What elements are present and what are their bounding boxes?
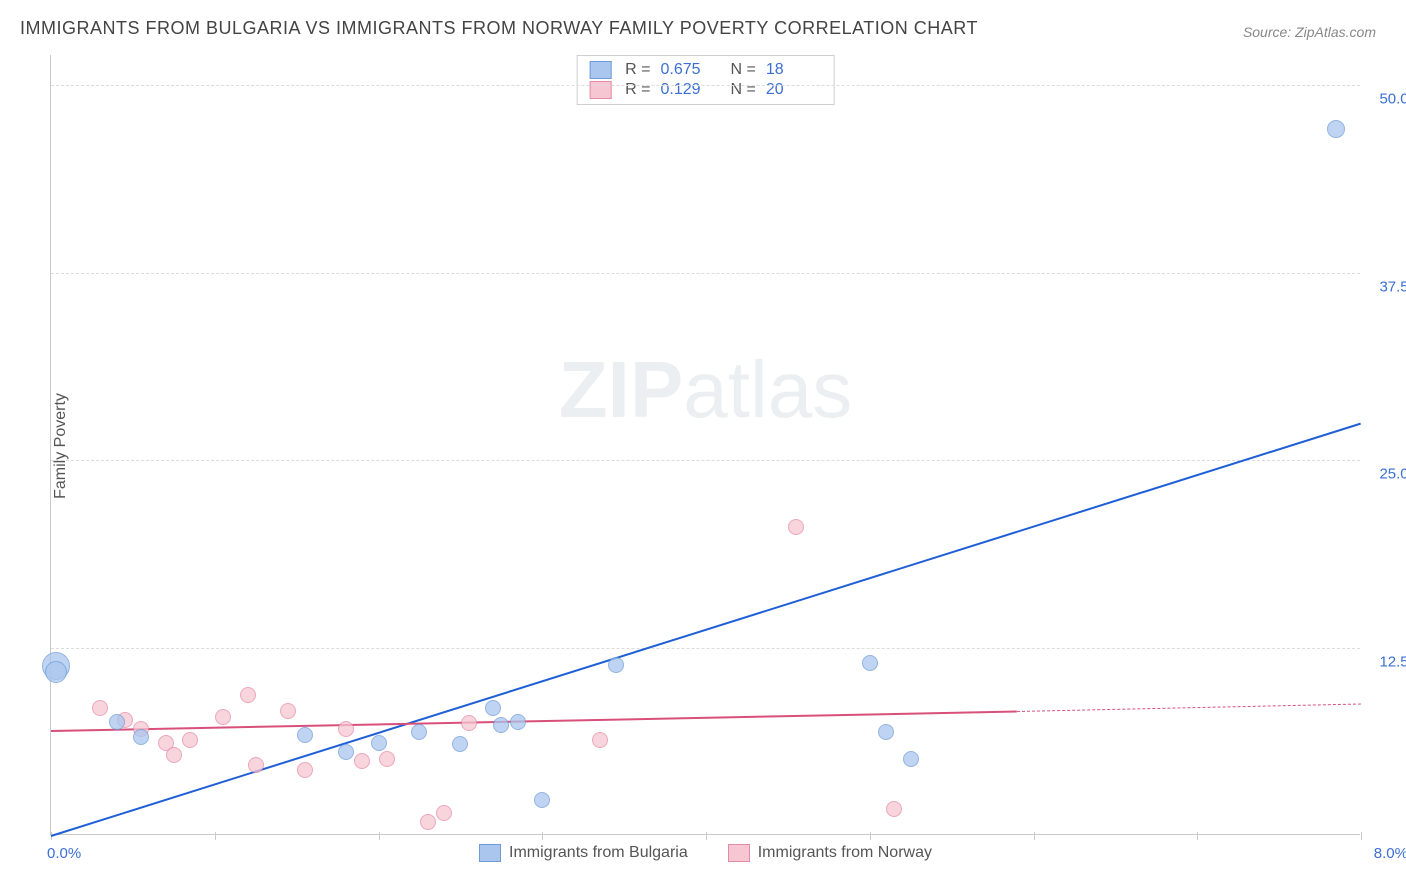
data-point (788, 519, 804, 535)
n-label-1: N = (731, 61, 756, 79)
data-point (371, 735, 387, 751)
y-tick-label: 25.0% (1379, 466, 1406, 483)
y-tick-label: 50.0% (1379, 91, 1406, 108)
data-point (1327, 120, 1345, 138)
watermark-bold: ZIP (559, 345, 683, 434)
source-value: ZipAtlas.com (1295, 24, 1376, 40)
legend-item-2: Immigrants from Norway (728, 844, 932, 862)
legend-swatch-1 (479, 844, 501, 862)
data-point (45, 661, 67, 683)
stats-legend: R = 0.675 N = 18 R = 0.129 N = 20 (576, 55, 835, 105)
y-tick-label: 12.5% (1379, 653, 1406, 670)
trend-line (51, 711, 1017, 732)
data-point (510, 714, 526, 730)
r-value-2: 0.129 (661, 81, 717, 99)
x-min-label: 0.0% (47, 845, 81, 862)
x-tick (215, 832, 216, 840)
gridline (51, 460, 1360, 461)
x-tick (542, 832, 543, 840)
swatch-series-2 (589, 81, 611, 99)
x-max-label: 8.0% (1374, 845, 1406, 862)
data-point (608, 657, 624, 673)
data-point (248, 757, 264, 773)
plot-area: ZIPatlas R = 0.675 N = 18 R = 0.129 N = … (50, 55, 1360, 835)
data-point (886, 801, 902, 817)
data-point (461, 715, 477, 731)
n-value-2: 20 (766, 81, 822, 99)
data-point (297, 727, 313, 743)
data-point (338, 744, 354, 760)
n-label-2: N = (731, 81, 756, 99)
y-tick-label: 37.5% (1379, 278, 1406, 295)
gridline (51, 85, 1360, 86)
data-point (109, 714, 125, 730)
data-point (215, 709, 231, 725)
data-point (166, 747, 182, 763)
r-label-1: R = (625, 61, 650, 79)
series-legend: Immigrants from Bulgaria Immigrants from… (51, 844, 1360, 862)
data-point (878, 724, 894, 740)
x-tick (379, 832, 380, 840)
trend-line (1017, 703, 1361, 711)
data-point (493, 717, 509, 733)
data-point (592, 732, 608, 748)
swatch-series-1 (589, 61, 611, 79)
data-point (338, 721, 354, 737)
x-tick (1034, 832, 1035, 840)
x-tick (870, 832, 871, 840)
data-point (411, 724, 427, 740)
trend-line (51, 423, 1362, 837)
x-tick (1197, 832, 1198, 840)
data-point (354, 753, 370, 769)
legend-swatch-2 (728, 844, 750, 862)
data-point (280, 703, 296, 719)
r-value-1: 0.675 (661, 61, 717, 79)
data-point (534, 792, 550, 808)
chart-container: IMMIGRANTS FROM BULGARIA VS IMMIGRANTS F… (0, 0, 1406, 892)
legend-label-2: Immigrants from Norway (758, 844, 932, 862)
x-tick (706, 832, 707, 840)
watermark: ZIPatlas (559, 344, 852, 436)
legend-label-1: Immigrants from Bulgaria (509, 844, 688, 862)
r-label-2: R = (625, 81, 650, 99)
data-point (240, 687, 256, 703)
data-point (182, 732, 198, 748)
data-point (862, 655, 878, 671)
data-point (452, 736, 468, 752)
data-point (379, 751, 395, 767)
data-point (436, 805, 452, 821)
source-label: Source: (1243, 24, 1291, 40)
chart-title: IMMIGRANTS FROM BULGARIA VS IMMIGRANTS F… (20, 18, 978, 39)
stats-row-series-2: R = 0.129 N = 20 (589, 80, 822, 100)
data-point (485, 700, 501, 716)
watermark-light: atlas (683, 345, 852, 434)
data-point (133, 729, 149, 745)
x-tick (1361, 832, 1362, 840)
data-point (297, 762, 313, 778)
source-attribution: Source: ZipAtlas.com (1243, 24, 1376, 40)
legend-item-1: Immigrants from Bulgaria (479, 844, 688, 862)
data-point (92, 700, 108, 716)
stats-row-series-1: R = 0.675 N = 18 (589, 60, 822, 80)
n-value-1: 18 (766, 61, 822, 79)
gridline (51, 273, 1360, 274)
data-point (420, 814, 436, 830)
gridline (51, 648, 1360, 649)
data-point (903, 751, 919, 767)
